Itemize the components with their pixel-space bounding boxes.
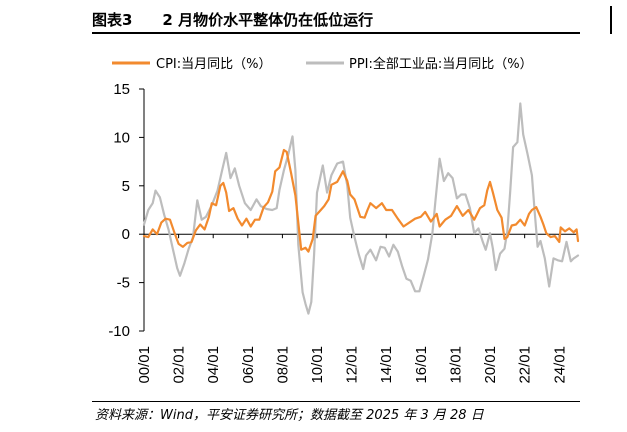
x-tick-label: 10/01 [309,346,326,384]
ppi-legend-label: PPI:全部工业品:当月同比（%） [349,56,533,72]
cpi-series-line [142,148,580,253]
x-tick-label: 16/01 [413,346,430,384]
source-rule [92,401,580,402]
y-tick-label: 10 [113,129,130,146]
y-axis: -10 -5 0 5 10 15 [108,81,145,340]
figure-title: 图表3 2 月物价水平整体仍在低位运行 [92,11,374,29]
source-note: 资料来源：Wind，平安证券研究所；数据截至 2025 年 3 月 28 日 [95,408,484,423]
x-tick-label: 20/01 [482,346,499,384]
cpi-legend-label: CPI:当月同比（%） [156,57,271,72]
y-tick-label: -5 [117,275,130,292]
y-tick-label: 0 [122,226,130,243]
plot-area [142,102,580,315]
ppi-series-line [142,102,580,315]
x-tick-label: 00/01 [136,346,153,384]
y-tick-label: 5 [122,178,130,195]
adjacent-figure-border [610,6,612,34]
x-tick-label: 08/01 [274,346,291,384]
x-tick-label: 06/01 [240,346,257,384]
x-tick-label: 22/01 [517,346,534,384]
x-tick-label: 14/01 [378,346,395,384]
y-tick-label: -10 [108,323,130,340]
chart-legend: CPI:当月同比（%） PPI:全部工业品:当月同比（%） [112,56,533,72]
x-tick-label: 12/01 [344,346,361,384]
x-axis: 00/01 02/01 04/01 06/01 08/01 10/01 12/01 14/01… [136,233,578,384]
y-tick-label: 15 [113,81,130,98]
x-tick-label: 02/01 [171,346,188,384]
title-rule [92,32,580,34]
x-tick-label: 04/01 [205,346,222,384]
x-tick-label: 24/01 [551,346,568,384]
x-tick-label: 18/01 [447,346,464,384]
